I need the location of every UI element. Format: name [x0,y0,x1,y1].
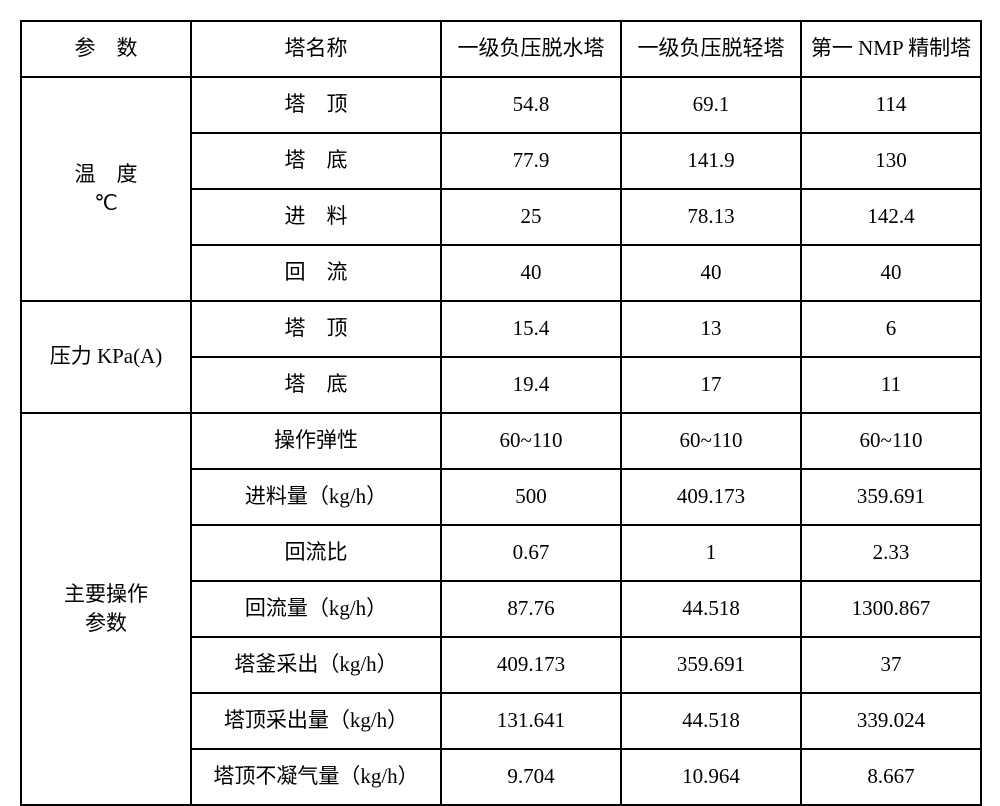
cell: 77.9 [441,133,621,189]
cell: 6 [801,301,981,357]
row-label: 塔 顶 [191,77,441,133]
parameters-table: 参 数 塔名称 一级负压脱水塔 一级负压脱轻塔 第一 NMP 精制塔 温 度℃ … [20,20,982,806]
row-label: 回流比 [191,525,441,581]
cell: 131.641 [441,693,621,749]
row-label: 塔 顶 [191,301,441,357]
cell: 142.4 [801,189,981,245]
cell: 87.76 [441,581,621,637]
cell: 40 [801,245,981,301]
row-label: 塔顶采出量（kg/h） [191,693,441,749]
row-label: 塔 底 [191,133,441,189]
cell: 409.173 [621,469,801,525]
table-row: 主要操作参数 操作弹性 60~110 60~110 60~110 [21,413,981,469]
row-label: 操作弹性 [191,413,441,469]
cell: 60~110 [621,413,801,469]
cell: 1300.867 [801,581,981,637]
table-row: 压力 KPa(A) 塔 顶 15.4 13 6 [21,301,981,357]
table-row: 温 度℃ 塔 顶 54.8 69.1 114 [21,77,981,133]
header-col3: 一级负压脱水塔 [441,21,621,77]
row-label: 回 流 [191,245,441,301]
cell: 40 [621,245,801,301]
cell: 1 [621,525,801,581]
cell: 54.8 [441,77,621,133]
group-main-params: 主要操作参数 [21,413,191,805]
group-temperature: 温 度℃ [21,77,191,301]
cell: 409.173 [441,637,621,693]
cell: 25 [441,189,621,245]
cell: 9.704 [441,749,621,805]
cell: 19.4 [441,357,621,413]
row-label: 塔顶不凝气量（kg/h） [191,749,441,805]
cell: 10.964 [621,749,801,805]
row-label: 塔釜采出（kg/h） [191,637,441,693]
cell: 44.518 [621,581,801,637]
cell: 141.9 [621,133,801,189]
cell: 78.13 [621,189,801,245]
cell: 339.024 [801,693,981,749]
header-tower-name: 塔名称 [191,21,441,77]
cell: 11 [801,357,981,413]
row-label: 进 料 [191,189,441,245]
cell: 8.667 [801,749,981,805]
cell: 69.1 [621,77,801,133]
cell: 37 [801,637,981,693]
header-param: 参 数 [21,21,191,77]
cell: 60~110 [801,413,981,469]
cell: 40 [441,245,621,301]
cell: 17 [621,357,801,413]
row-label: 进料量（kg/h） [191,469,441,525]
cell: 500 [441,469,621,525]
cell: 130 [801,133,981,189]
header-row: 参 数 塔名称 一级负压脱水塔 一级负压脱轻塔 第一 NMP 精制塔 [21,21,981,77]
cell: 2.33 [801,525,981,581]
row-label: 回流量（kg/h） [191,581,441,637]
cell: 44.518 [621,693,801,749]
header-col5: 第一 NMP 精制塔 [801,21,981,77]
cell: 359.691 [801,469,981,525]
cell: 13 [621,301,801,357]
cell: 0.67 [441,525,621,581]
cell: 114 [801,77,981,133]
cell: 15.4 [441,301,621,357]
cell: 60~110 [441,413,621,469]
group-pressure: 压力 KPa(A) [21,301,191,413]
header-col4: 一级负压脱轻塔 [621,21,801,77]
cell: 359.691 [621,637,801,693]
row-label: 塔 底 [191,357,441,413]
